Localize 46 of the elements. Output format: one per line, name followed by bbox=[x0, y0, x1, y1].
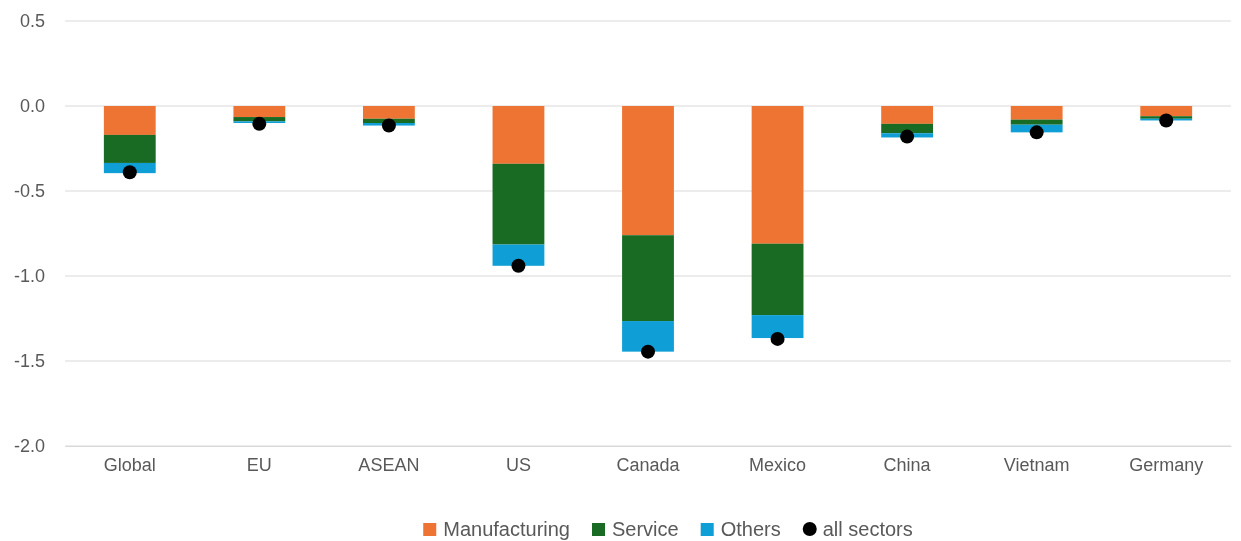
point bbox=[1029, 125, 1044, 140]
point bbox=[511, 258, 526, 273]
bar bbox=[492, 244, 545, 266]
point bbox=[122, 165, 137, 180]
bar bbox=[881, 106, 934, 124]
point bbox=[252, 116, 267, 131]
bar bbox=[1140, 106, 1193, 117]
y-tick-label: 0.5 bbox=[19, 11, 45, 32]
bar bbox=[1010, 106, 1063, 120]
bar bbox=[622, 235, 674, 322]
point bbox=[900, 129, 915, 144]
legend-label: Others bbox=[720, 518, 781, 540]
x-tick-label: Global bbox=[103, 454, 156, 475]
legend-label: Service bbox=[611, 518, 679, 540]
point bbox=[1159, 113, 1174, 128]
x-tick-label: Vietnam bbox=[1003, 454, 1070, 475]
bar bbox=[492, 163, 545, 245]
bar bbox=[881, 123, 934, 134]
legend-label: all sectors bbox=[822, 518, 913, 540]
y-tick-label: 0.0 bbox=[19, 96, 45, 117]
point bbox=[770, 331, 785, 346]
bar bbox=[751, 243, 804, 316]
legend-label: Manufacturing bbox=[443, 518, 570, 540]
bar bbox=[751, 315, 804, 339]
y-tick-label: -1.5 bbox=[13, 351, 45, 372]
bar bbox=[103, 106, 156, 135]
bar bbox=[751, 106, 804, 244]
y-tick-label: -1.0 bbox=[13, 266, 45, 287]
bar bbox=[492, 106, 545, 164]
point bbox=[641, 344, 655, 359]
y-tick-label: -0.5 bbox=[13, 181, 45, 202]
x-tick-label: US bbox=[505, 454, 531, 475]
bar bbox=[233, 106, 286, 118]
x-tick-label: ASEAN bbox=[358, 454, 420, 475]
bar bbox=[622, 106, 674, 236]
x-tick-label: EU bbox=[246, 454, 272, 475]
x-tick-label: China bbox=[883, 454, 932, 475]
x-tick-label: Mexico bbox=[749, 454, 807, 475]
y-tick-label: -2.0 bbox=[13, 436, 45, 457]
x-tick-label: Canada bbox=[616, 454, 681, 475]
bar bbox=[103, 134, 156, 163]
x-tick-label: Germany bbox=[1129, 454, 1204, 475]
point bbox=[381, 118, 396, 133]
bar bbox=[1010, 119, 1063, 125]
bar bbox=[362, 106, 415, 119]
bar bbox=[622, 321, 674, 352]
